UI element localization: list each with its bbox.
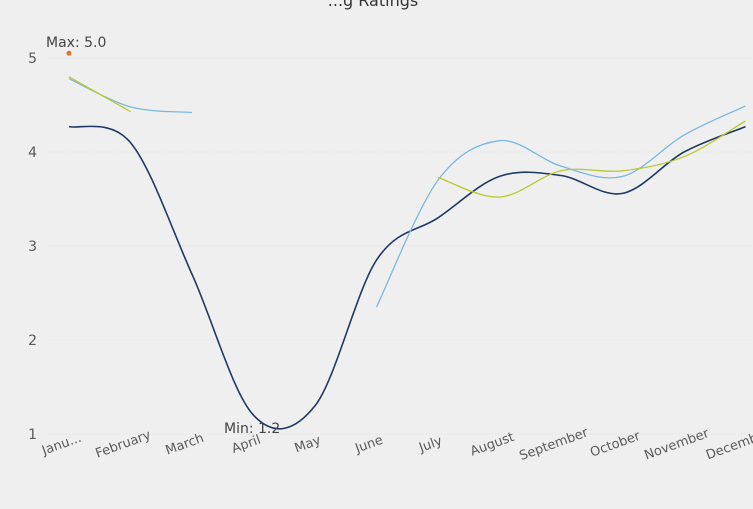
max-point-marker	[66, 50, 72, 56]
series-line-1	[68, 125, 746, 430]
y-tick-label: 3	[28, 239, 37, 255]
chart-title: ...g Ratings	[328, 0, 418, 10]
y-tick-label: 2	[28, 333, 37, 349]
y-tick-label: 4	[28, 145, 37, 161]
series-lines	[68, 76, 746, 430]
x-tick-label: October	[588, 429, 643, 461]
x-tick-label: February	[94, 428, 154, 462]
y-tick-label: 5	[28, 51, 37, 67]
x-axis: Janu... February March April May June July Augu…	[39, 425, 753, 464]
x-tick-label: June	[352, 433, 385, 457]
y-tick-label: 1	[28, 427, 37, 443]
x-tick-label: May	[293, 433, 324, 456]
series-line-3	[437, 120, 746, 198]
x-tick-label: Janu...	[39, 431, 83, 459]
min-annotation-label: Min: 1.2	[224, 421, 280, 437]
max-annotation-label: Max: 5.0	[46, 35, 106, 51]
grid-lines	[48, 57, 753, 435]
series-line-2	[68, 78, 193, 114]
x-tick-label: March	[164, 431, 206, 459]
series-line-2	[375, 105, 746, 308]
x-tick-label: July	[416, 434, 444, 457]
x-tick-label: December	[704, 426, 753, 463]
x-tick-label: September	[517, 425, 590, 464]
series-line-3	[68, 76, 131, 113]
x-tick-label: November	[642, 426, 711, 463]
y-axis: 1 2 3 4 5	[28, 51, 37, 443]
